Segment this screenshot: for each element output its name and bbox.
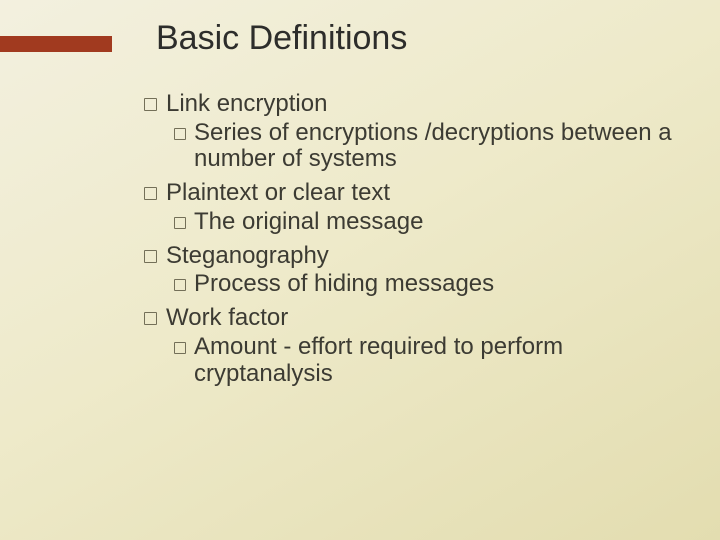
list-item: Steganography (142, 242, 680, 270)
term-label: Steganography (166, 242, 329, 269)
definition-label: Series of encryptions /decryptions betwe… (194, 119, 672, 173)
list-item: Process of hiding messages (172, 271, 680, 298)
slide-root: Basic Definitions Link encryption Series… (0, 0, 720, 540)
list-item: Work factor (142, 304, 680, 332)
accent-bar (0, 36, 112, 52)
list-item: Link encryption (142, 90, 680, 118)
term-label: Work factor (166, 304, 288, 331)
definition-label: Amount - effort required to perform cryp… (194, 333, 563, 387)
list-item: Amount - effort required to perform cryp… (172, 334, 680, 388)
slide-title: Basic Definitions (156, 20, 407, 57)
slide-content: Link encryption Series of encryptions /d… (142, 86, 680, 394)
definition-label: Process of hiding messages (194, 270, 494, 297)
definition-label: The original message (194, 208, 423, 235)
term-label: Link encryption (166, 90, 327, 117)
list-item: Series of encryptions /decryptions betwe… (172, 120, 680, 174)
list-item: The original message (172, 209, 680, 236)
term-label: Plaintext or clear text (166, 179, 390, 206)
list-item: Plaintext or clear text (142, 179, 680, 207)
